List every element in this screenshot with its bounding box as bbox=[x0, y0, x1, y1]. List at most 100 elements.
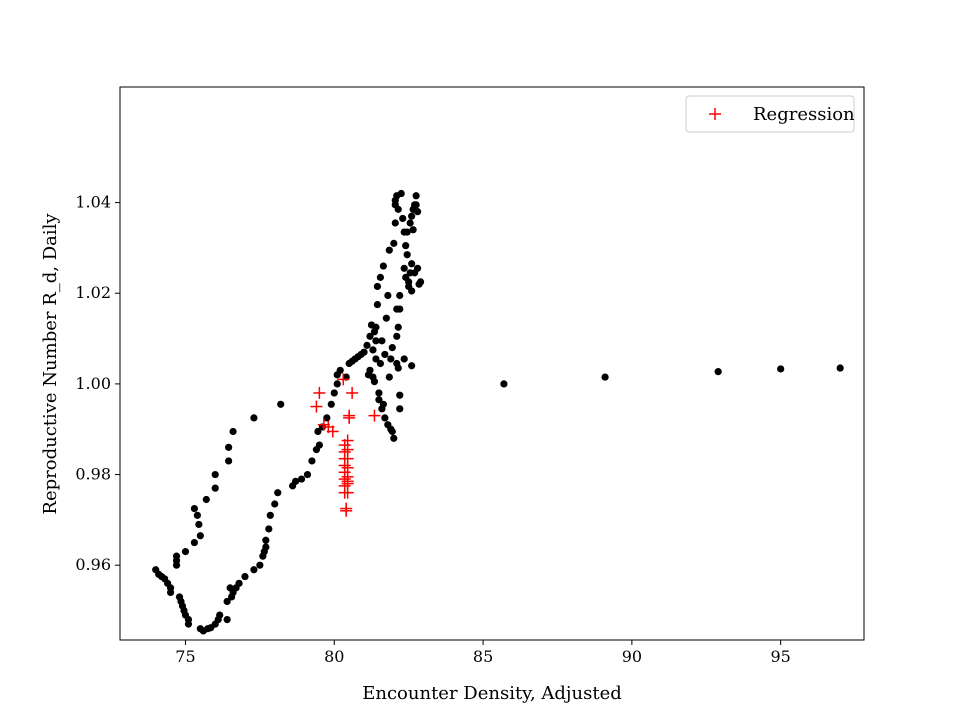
regression-point bbox=[326, 425, 339, 438]
y-axis-label: Reproductive Number R_d, Daily bbox=[40, 213, 61, 515]
data-point bbox=[297, 475, 306, 483]
data-point bbox=[235, 579, 243, 587]
data-point bbox=[323, 414, 331, 422]
data-point bbox=[190, 504, 198, 513]
data-point bbox=[202, 495, 210, 504]
data-point bbox=[184, 620, 193, 628]
regression-point bbox=[310, 400, 323, 413]
data-point bbox=[315, 441, 323, 449]
data-point bbox=[397, 189, 405, 198]
legend: Regression bbox=[685, 95, 855, 133]
data-point bbox=[394, 205, 402, 213]
data-point bbox=[408, 212, 416, 220]
data-point bbox=[360, 348, 368, 356]
data-point bbox=[500, 380, 508, 388]
data-point bbox=[412, 192, 420, 200]
data-point bbox=[314, 427, 322, 436]
data-point bbox=[265, 525, 273, 533]
x-tick-label: 85 bbox=[473, 647, 493, 666]
data-point bbox=[387, 355, 395, 363]
data-point bbox=[303, 470, 312, 479]
x-tick-label: 80 bbox=[324, 647, 344, 666]
data-point bbox=[396, 291, 404, 300]
y-tick-label: 0.98 bbox=[75, 465, 111, 484]
data-point bbox=[378, 337, 386, 345]
data-point bbox=[225, 457, 233, 465]
data-point bbox=[373, 282, 382, 291]
plot-frame bbox=[119, 86, 865, 641]
data-point bbox=[402, 242, 410, 250]
data-point bbox=[394, 364, 402, 372]
data-point bbox=[370, 378, 379, 386]
data-point bbox=[271, 500, 279, 508]
data-point bbox=[391, 219, 399, 227]
regression-point bbox=[337, 373, 350, 386]
data-point bbox=[266, 511, 274, 519]
data-point bbox=[193, 511, 201, 519]
data-point bbox=[373, 300, 382, 309]
data-point bbox=[333, 380, 341, 388]
data-point bbox=[414, 208, 422, 216]
data-point bbox=[363, 341, 371, 349]
data-point bbox=[414, 264, 422, 272]
data-point bbox=[601, 373, 609, 381]
data-point bbox=[223, 616, 231, 624]
data-point bbox=[388, 427, 396, 436]
data-point bbox=[225, 443, 233, 451]
data-point bbox=[390, 239, 398, 247]
data-point bbox=[376, 359, 384, 368]
data-point bbox=[250, 566, 258, 574]
data-point bbox=[416, 278, 425, 286]
regression-point bbox=[313, 386, 326, 399]
data-point bbox=[390, 434, 398, 442]
data-point bbox=[250, 414, 258, 422]
data-point bbox=[211, 470, 219, 479]
data-point bbox=[396, 305, 404, 313]
data-point bbox=[388, 344, 396, 352]
data-point bbox=[385, 373, 393, 381]
data-point bbox=[400, 264, 408, 272]
data-point bbox=[412, 201, 420, 209]
data-point bbox=[366, 366, 374, 374]
data-point bbox=[256, 561, 264, 569]
data-point bbox=[408, 260, 416, 268]
data-point bbox=[196, 532, 204, 540]
data-point bbox=[408, 362, 416, 370]
x-axis-ticks: 75 80 85 90 95 bbox=[175, 640, 791, 666]
data-point bbox=[382, 314, 390, 322]
data-point bbox=[406, 219, 414, 227]
data-point bbox=[372, 355, 380, 363]
data-point bbox=[330, 389, 338, 397]
y-axis-ticks: 0.96 0.98 1.00 1.02 1.04 bbox=[75, 193, 120, 574]
legend-label-regression: Regression bbox=[753, 104, 855, 125]
x-tick-label: 95 bbox=[770, 647, 790, 666]
legend-box bbox=[685, 95, 855, 133]
data-point bbox=[408, 287, 416, 295]
data-point bbox=[396, 391, 404, 399]
x-tick-label: 90 bbox=[622, 647, 642, 666]
regression-point bbox=[346, 386, 359, 399]
data-marks bbox=[152, 189, 844, 635]
data-point bbox=[366, 332, 374, 340]
data-point bbox=[241, 572, 249, 581]
regression-point bbox=[343, 411, 356, 424]
data-point bbox=[274, 489, 282, 497]
data-point bbox=[399, 214, 407, 223]
data-point bbox=[211, 484, 219, 492]
data-point bbox=[277, 400, 285, 408]
data-point bbox=[372, 337, 380, 345]
data-point bbox=[375, 396, 383, 404]
data-point bbox=[396, 405, 404, 413]
data-point bbox=[379, 262, 387, 270]
data-point bbox=[372, 323, 380, 331]
data-point bbox=[379, 400, 387, 408]
data-point bbox=[400, 355, 408, 363]
data-point bbox=[336, 366, 344, 374]
regression-point bbox=[340, 504, 353, 517]
y-tick-label: 1.02 bbox=[75, 283, 111, 302]
data-point bbox=[836, 364, 844, 372]
data-point bbox=[375, 389, 383, 397]
data-point bbox=[308, 457, 316, 465]
data-point bbox=[385, 246, 393, 254]
y-tick-label: 0.96 bbox=[75, 555, 111, 574]
